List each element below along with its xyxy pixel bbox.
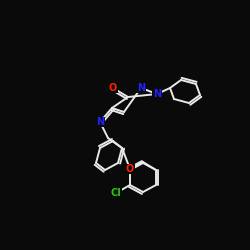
Text: O: O xyxy=(126,164,134,174)
Text: N: N xyxy=(153,89,161,99)
Text: N: N xyxy=(137,83,145,93)
Text: O: O xyxy=(109,83,117,93)
Text: Cl: Cl xyxy=(110,188,122,198)
Text: N: N xyxy=(96,117,104,127)
